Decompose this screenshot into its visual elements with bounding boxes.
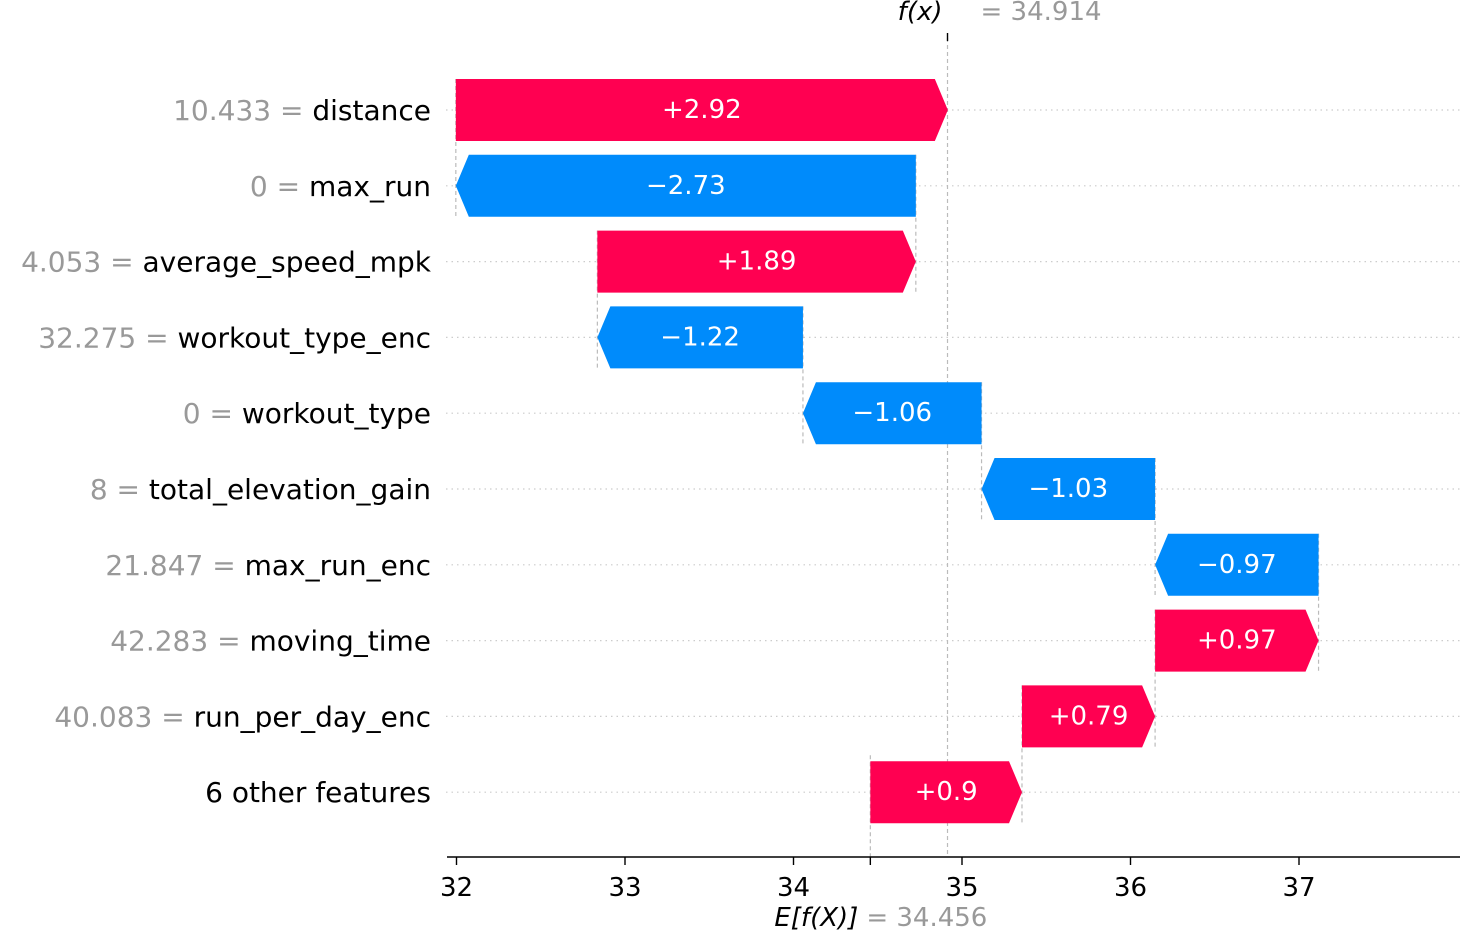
feature-name: run_per_day_enc	[194, 700, 431, 733]
feature-name: max_run	[309, 169, 431, 202]
bar-workout-type-enc	[597, 306, 803, 369]
bar-value-label: −2.73	[646, 171, 726, 201]
bar-run-per-day-enc	[1021, 685, 1156, 748]
bar-distance	[455, 79, 948, 141]
feature-value: 10.433	[173, 94, 271, 127]
feature-label: 8 = total_elevation_gain	[90, 473, 431, 506]
feature-label: 32.275 = workout_type_enc	[38, 321, 431, 354]
x-tick-label: 34	[777, 873, 810, 903]
x-tick-label: 36	[1114, 873, 1147, 903]
output-value-label: f(x)	[898, 0, 943, 27]
feature-name: max_run_enc	[245, 548, 431, 581]
feature-name: total_elevation_gain	[149, 473, 431, 506]
feature-value: 8	[90, 473, 108, 506]
bar-value-label: +1.89	[717, 247, 797, 277]
bar-moving-time	[1155, 609, 1319, 672]
bar-value-label: −1.22	[660, 322, 740, 352]
bar-value-label: −0.97	[1197, 550, 1277, 580]
feature-label: 0 = workout_type	[183, 397, 431, 430]
bar-value-label: +2.92	[662, 95, 742, 125]
x-tick-label: 33	[608, 873, 641, 903]
bar-workout-type	[802, 382, 982, 445]
feature-label: 42.283 = moving_time	[110, 624, 431, 657]
bar-total-elevation-gain	[981, 458, 1156, 520]
bar-average-speed-mpk	[597, 230, 916, 293]
base-value-annotation: = 34.456	[866, 903, 987, 933]
bar-value-label: +0.79	[1049, 701, 1129, 731]
feature-value: 32.275	[38, 321, 136, 354]
bar-value-label: −1.03	[1028, 474, 1108, 504]
base-value-label: E[f(X)]	[774, 903, 858, 933]
feature-label: 10.433 = distance	[173, 94, 431, 127]
feature-name: distance	[312, 94, 431, 127]
feature-name: moving_time	[249, 624, 431, 657]
feature-label: 21.847 = max_run_enc	[105, 548, 431, 581]
bar-max-run	[455, 154, 916, 217]
bar-value-label: −1.06	[852, 398, 932, 428]
feature-value: 4.053	[21, 245, 101, 278]
feature-name: workout_type	[242, 397, 431, 430]
feature-name: average_speed_mpk	[143, 245, 432, 278]
feature-value: 42.283	[110, 624, 208, 657]
output-value-annotation: = 34.914	[981, 0, 1102, 27]
feature-value: 40.083	[54, 700, 152, 733]
feature-value: 21.847	[105, 548, 203, 581]
feature-name: 6 other features	[205, 776, 431, 809]
feature-label: 40.083 = run_per_day_enc	[54, 700, 431, 733]
bar-6-other-features	[870, 761, 1022, 824]
feature-value: 0	[183, 397, 201, 430]
x-tick-label: 32	[440, 873, 473, 903]
feature-label: 4.053 = average_speed_mpk	[21, 245, 432, 278]
bar-value-label: +0.97	[1197, 626, 1277, 656]
bar-max-run-enc	[1155, 533, 1319, 596]
feature-name: workout_type_enc	[177, 321, 431, 354]
feature-label: 6 other features	[205, 776, 431, 809]
x-tick-label: 37	[1282, 873, 1315, 903]
feature-value: 0	[250, 169, 268, 202]
x-tick-label: 35	[945, 873, 978, 903]
feature-label: 0 = max_run	[250, 169, 431, 202]
bar-value-label: +0.9	[915, 777, 978, 807]
